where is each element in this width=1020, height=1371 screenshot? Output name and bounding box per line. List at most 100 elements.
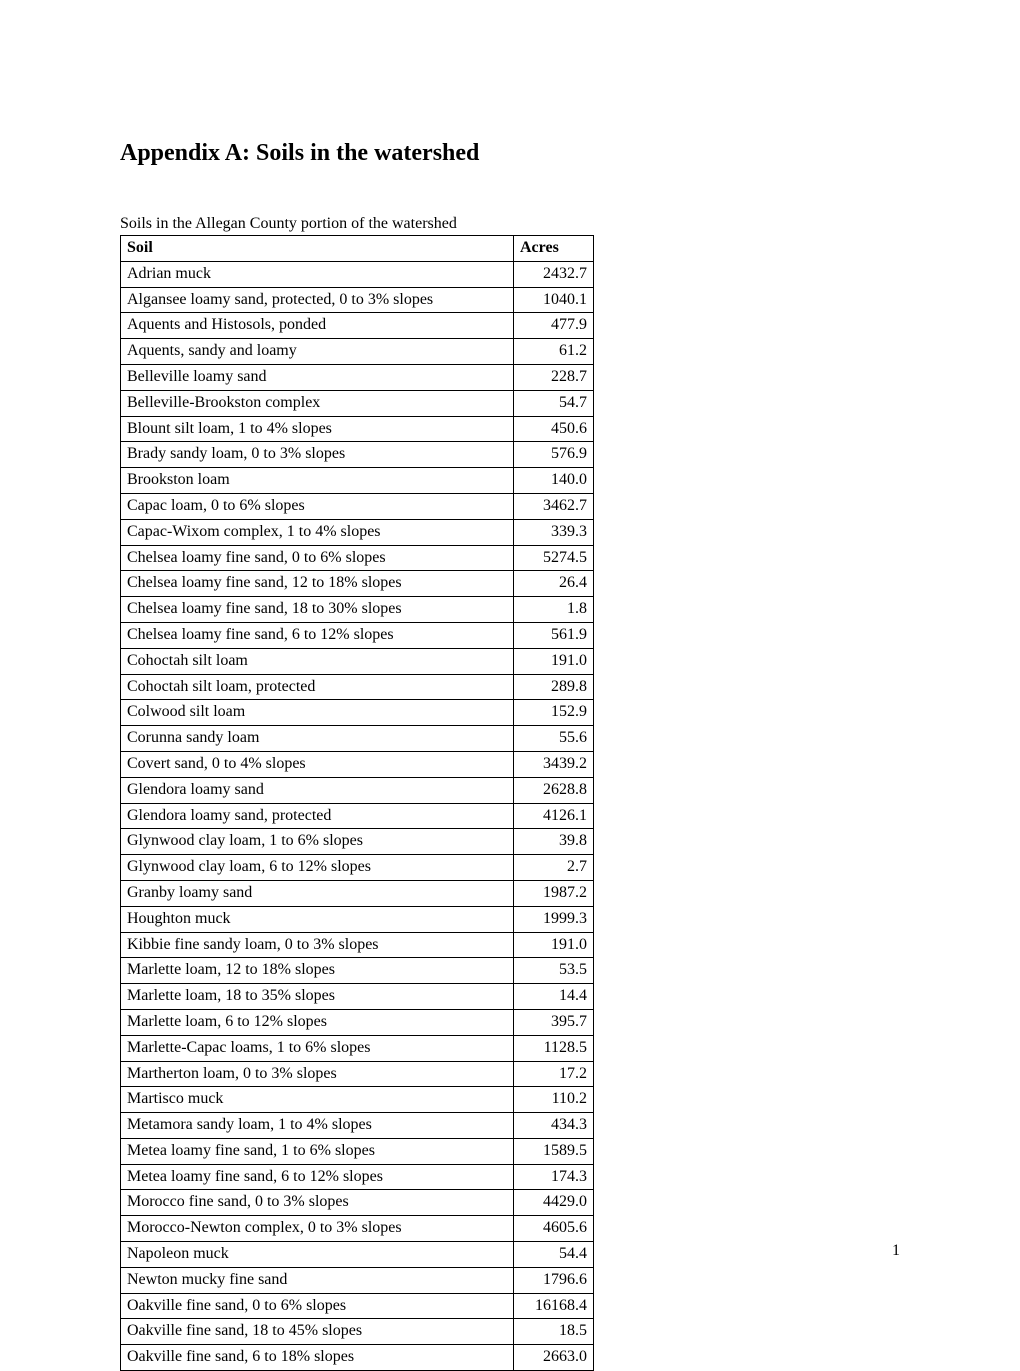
acres-cell: 54.4 — [514, 1242, 594, 1268]
table-row: Covert sand, 0 to 4% slopes3439.2 — [121, 751, 594, 777]
page-title: Appendix A: Soils in the watershed — [120, 140, 900, 167]
acres-cell: 2628.8 — [514, 777, 594, 803]
page-number: 1 — [892, 1242, 900, 1260]
soil-name-cell: Brookston loam — [121, 468, 514, 494]
acres-cell: 191.0 — [514, 932, 594, 958]
acres-cell: 3439.2 — [514, 751, 594, 777]
acres-cell: 110.2 — [514, 1087, 594, 1113]
acres-cell: 61.2 — [514, 339, 594, 365]
table-row: Kibbie fine sandy loam, 0 to 3% slopes19… — [121, 932, 594, 958]
table-row: Chelsea loamy fine sand, 18 to 30% slope… — [121, 597, 594, 623]
soil-name-cell: Oakville fine sand, 18 to 45% slopes — [121, 1319, 514, 1345]
soil-name-cell: Chelsea loamy fine sand, 12 to 18% slope… — [121, 571, 514, 597]
table-caption: Soils in the Allegan County portion of t… — [120, 215, 900, 233]
table-row: Colwood silt loam152.9 — [121, 700, 594, 726]
table-row: Glendora loamy sand, protected4126.1 — [121, 803, 594, 829]
soil-name-cell: Kibbie fine sandy loam, 0 to 3% slopes — [121, 932, 514, 958]
soil-name-cell: Glendora loamy sand, protected — [121, 803, 514, 829]
soil-name-cell: Granby loamy sand — [121, 880, 514, 906]
table-row: Martisco muck110.2 — [121, 1087, 594, 1113]
soil-name-cell: Adrian muck — [121, 261, 514, 287]
table-row: Aquents and Histosols, ponded477.9 — [121, 313, 594, 339]
acres-cell: 140.0 — [514, 468, 594, 494]
acres-cell: 3462.7 — [514, 493, 594, 519]
table-row: Oakville fine sand, 18 to 45% slopes18.5 — [121, 1319, 594, 1345]
table-row: Chelsea loamy fine sand, 6 to 12% slopes… — [121, 622, 594, 648]
acres-cell: 1999.3 — [514, 906, 594, 932]
soil-name-cell: Aquents, sandy and loamy — [121, 339, 514, 365]
soil-name-cell: Marlette loam, 6 to 12% slopes — [121, 1009, 514, 1035]
table-row: Aquents, sandy and loamy61.2 — [121, 339, 594, 365]
table-row: Brookston loam140.0 — [121, 468, 594, 494]
soil-name-cell: Aquents and Histosols, ponded — [121, 313, 514, 339]
soil-name-cell: Corunna sandy loam — [121, 726, 514, 752]
table-row: Blount silt loam, 1 to 4% slopes450.6 — [121, 416, 594, 442]
acres-cell: 17.2 — [514, 1061, 594, 1087]
soil-name-cell: Napoleon muck — [121, 1242, 514, 1268]
table-row: Newton mucky fine sand1796.6 — [121, 1267, 594, 1293]
acres-cell: 4605.6 — [514, 1216, 594, 1242]
acres-cell: 39.8 — [514, 829, 594, 855]
acres-cell: 2432.7 — [514, 261, 594, 287]
acres-cell: 4429.0 — [514, 1190, 594, 1216]
soil-name-cell: Cohoctah silt loam — [121, 648, 514, 674]
acres-cell: 54.7 — [514, 390, 594, 416]
soil-name-cell: Metamora sandy loam, 1 to 4% slopes — [121, 1113, 514, 1139]
table-row: Glynwood clay loam, 6 to 12% slopes2.7 — [121, 855, 594, 881]
soil-name-cell: Marlette loam, 18 to 35% slopes — [121, 984, 514, 1010]
soil-name-cell: Newton mucky fine sand — [121, 1267, 514, 1293]
table-row: Glynwood clay loam, 1 to 6% slopes39.8 — [121, 829, 594, 855]
soil-name-cell: Belleville loamy sand — [121, 364, 514, 390]
table-row: Napoleon muck54.4 — [121, 1242, 594, 1268]
acres-cell: 1796.6 — [514, 1267, 594, 1293]
table-row: Capac loam, 0 to 6% slopes3462.7 — [121, 493, 594, 519]
table-body: Adrian muck2432.7Algansee loamy sand, pr… — [121, 261, 594, 1370]
table-row: Martherton loam, 0 to 3% slopes17.2 — [121, 1061, 594, 1087]
table-row: Metea loamy fine sand, 6 to 12% slopes17… — [121, 1164, 594, 1190]
soil-name-cell: Morocco fine sand, 0 to 3% slopes — [121, 1190, 514, 1216]
acres-cell: 1987.2 — [514, 880, 594, 906]
soils-table: Soil Acres Adrian muck2432.7Algansee loa… — [120, 235, 594, 1371]
acres-cell: 18.5 — [514, 1319, 594, 1345]
acres-cell: 55.6 — [514, 726, 594, 752]
table-row: Chelsea loamy fine sand, 12 to 18% slope… — [121, 571, 594, 597]
soil-name-cell: Marlette-Capac loams, 1 to 6% slopes — [121, 1035, 514, 1061]
acres-cell: 1.8 — [514, 597, 594, 623]
soil-name-cell: Chelsea loamy fine sand, 6 to 12% slopes — [121, 622, 514, 648]
table-row: Belleville loamy sand228.7 — [121, 364, 594, 390]
table-row: Brady sandy loam, 0 to 3% slopes576.9 — [121, 442, 594, 468]
soil-name-cell: Covert sand, 0 to 4% slopes — [121, 751, 514, 777]
table-row: Glendora loamy sand2628.8 — [121, 777, 594, 803]
soil-name-cell: Capac loam, 0 to 6% slopes — [121, 493, 514, 519]
acres-cell: 4126.1 — [514, 803, 594, 829]
soil-name-cell: Glendora loamy sand — [121, 777, 514, 803]
soil-name-cell: Colwood silt loam — [121, 700, 514, 726]
acres-cell: 2663.0 — [514, 1345, 594, 1371]
table-header-row: Soil Acres — [121, 236, 594, 262]
table-row: Oakville fine sand, 0 to 6% slopes16168.… — [121, 1293, 594, 1319]
acres-cell: 228.7 — [514, 364, 594, 390]
acres-cell: 450.6 — [514, 416, 594, 442]
acres-cell: 1040.1 — [514, 287, 594, 313]
table-row: Marlette loam, 6 to 12% slopes395.7 — [121, 1009, 594, 1035]
soil-name-cell: Oakville fine sand, 0 to 6% slopes — [121, 1293, 514, 1319]
table-row: Metamora sandy loam, 1 to 4% slopes434.3 — [121, 1113, 594, 1139]
table-row: Morocco-Newton complex, 0 to 3% slopes46… — [121, 1216, 594, 1242]
acres-cell: 561.9 — [514, 622, 594, 648]
table-row: Belleville-Brookston complex54.7 — [121, 390, 594, 416]
table-row: Metea loamy fine sand, 1 to 6% slopes158… — [121, 1138, 594, 1164]
table-row: Corunna sandy loam55.6 — [121, 726, 594, 752]
table-row: Adrian muck2432.7 — [121, 261, 594, 287]
soil-name-cell: Belleville-Brookston complex — [121, 390, 514, 416]
table-row: Morocco fine sand, 0 to 3% slopes4429.0 — [121, 1190, 594, 1216]
table-row: Oakville fine sand, 6 to 18% slopes2663.… — [121, 1345, 594, 1371]
acres-cell: 395.7 — [514, 1009, 594, 1035]
soil-name-cell: Blount silt loam, 1 to 4% slopes — [121, 416, 514, 442]
soil-name-cell: Morocco-Newton complex, 0 to 3% slopes — [121, 1216, 514, 1242]
soil-name-cell: Metea loamy fine sand, 6 to 12% slopes — [121, 1164, 514, 1190]
table-row: Capac-Wixom complex, 1 to 4% slopes339.3 — [121, 519, 594, 545]
soil-name-cell: Algansee loamy sand, protected, 0 to 3% … — [121, 287, 514, 313]
table-row: Marlette loam, 12 to 18% slopes53.5 — [121, 958, 594, 984]
acres-cell: 434.3 — [514, 1113, 594, 1139]
acres-cell: 26.4 — [514, 571, 594, 597]
